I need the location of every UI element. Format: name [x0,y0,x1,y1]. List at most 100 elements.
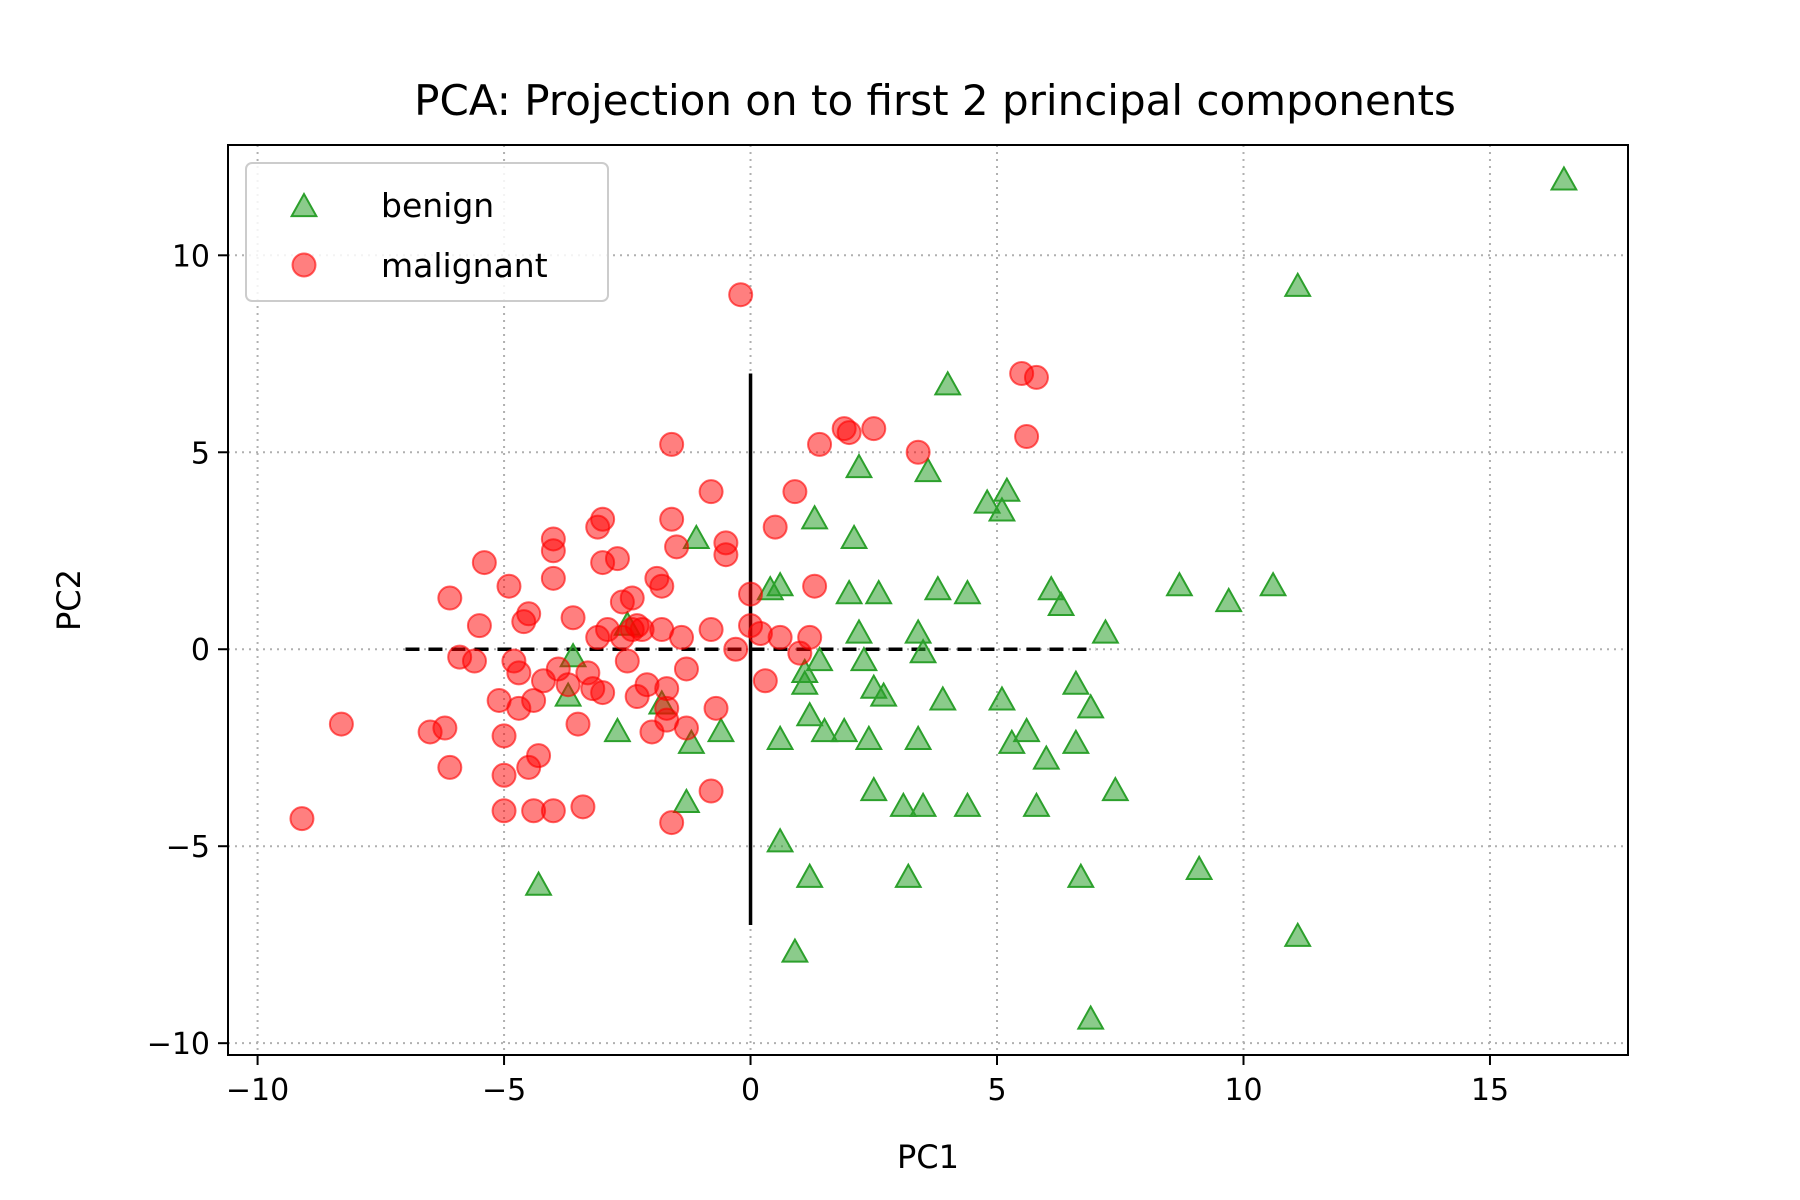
malignant-point [466,613,492,639]
benign-point [1214,586,1243,613]
malignant-point [614,648,640,674]
malignant-point [698,479,724,505]
malignant-point [703,695,729,721]
y-tick-label: 0 [191,633,210,668]
malignant-point [713,542,739,568]
x-tick-label: −5 [482,1073,526,1108]
benign-point [835,579,864,605]
malignant-point [728,282,754,308]
malignant-point [659,506,685,532]
benign-point [844,452,874,479]
benign-point [766,724,795,750]
malignant-point [797,624,823,650]
benign-point [864,579,893,605]
benign-point [889,791,918,817]
benign-point [810,716,839,743]
malignant-point [461,648,487,674]
malignant-point [437,754,463,780]
benign-point [1012,716,1041,743]
benign-point [909,791,938,817]
benign-point [1101,776,1130,802]
malignant-point [491,723,517,749]
benign-point [854,724,883,750]
benign-legend-label: benign [381,186,494,225]
benign-point [1076,693,1105,719]
malignant-legend-marker [291,252,317,278]
benign-point [682,523,711,550]
benign-point [933,370,962,396]
benign-point [1076,1004,1105,1030]
benign-point [1022,791,1051,817]
x-tick-label: 0 [741,1073,760,1108]
malignant-point [506,660,532,686]
malignant-point [905,439,931,465]
x-axis-label: PC1 [897,1138,959,1176]
benign-point [909,638,938,664]
x-tick-label: −10 [226,1073,289,1108]
benign-point [987,685,1016,711]
malignant-point [491,762,517,788]
benign-point [904,724,933,750]
benign-point [790,657,819,683]
benign-point [780,937,809,963]
legend-box [245,162,609,302]
benign-point [1165,571,1194,597]
malignant-point [673,656,699,682]
plot-frame [227,144,1629,1056]
malignant-point [723,636,749,662]
reference-lines [405,373,1096,925]
x-tick-label: 5 [987,1073,1006,1108]
benign-point [1549,165,1578,191]
malignant-point [516,601,542,627]
benign-point [672,787,701,813]
malignant-point [565,711,591,737]
benign-point [992,476,1021,502]
benign-point [953,791,982,817]
benign-point [913,456,943,483]
x-tick-label: 10 [1224,1073,1262,1108]
malignant-point [782,479,808,505]
malignant-point [604,546,630,572]
benign-point [1185,854,1214,880]
y-axis-label: PC2 [50,569,88,631]
benign-point [849,646,878,672]
malignant-point [590,680,616,706]
benign-point [1061,728,1090,754]
malignant-point [762,514,788,540]
malignant-point [673,715,699,741]
benign-point [603,716,632,743]
malignant-point [471,550,497,576]
benign-point [997,728,1026,754]
malignant-point [659,431,685,457]
benign-point [1047,590,1076,617]
malignant-point [555,672,581,698]
malignant-point [289,806,315,832]
malignant-point [861,416,887,442]
benign-legend-marker [289,191,319,218]
malignant-point [836,420,862,446]
malignant-point [432,715,458,741]
malignant-point [664,534,690,560]
benign-point [928,685,957,711]
benign-point [1091,618,1120,644]
malignant-point [491,798,517,824]
benign-point [1061,669,1090,695]
benign-point [844,618,874,644]
data-points [289,165,1578,1030]
benign-point [1037,575,1066,601]
legend: benign malignant [245,162,609,302]
malignant-point [521,687,547,713]
malignant-point [698,617,724,643]
benign-point [840,523,869,550]
benign-point [795,862,824,888]
malignant-point [1014,424,1040,450]
malignant-point [752,668,778,694]
benign-point [859,776,888,802]
benign-point [904,618,933,644]
malignant-point [659,810,685,836]
benign-point [1066,862,1095,888]
benign-point [1032,744,1061,770]
malignant-point [669,624,695,650]
chart-title: PCA: Projection on to first 2 principal … [414,76,1456,125]
malignant-point [698,778,724,804]
